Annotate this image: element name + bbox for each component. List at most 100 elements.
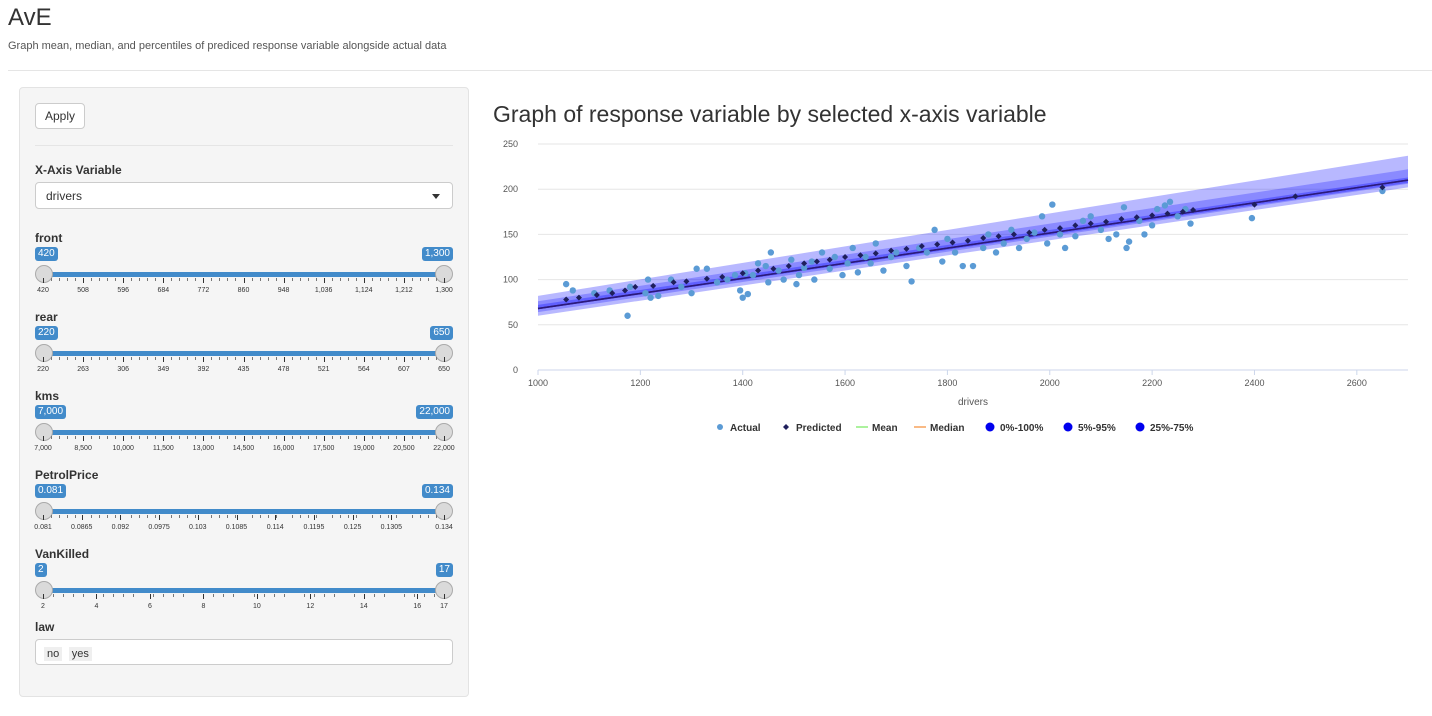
slider-handle-min[interactable] bbox=[35, 344, 53, 362]
minor-tick bbox=[387, 436, 389, 439]
legend-item-mean[interactable]: Mean bbox=[872, 423, 898, 434]
slider-petrolprice[interactable]: 0.081 0.134 0.081 0.0865 0.092 0.0975 0.103 0.1… bbox=[34, 480, 455, 540]
slider-max-value: 650 bbox=[430, 326, 453, 340]
major-tick bbox=[120, 515, 122, 520]
caret-down-icon[interactable] bbox=[432, 194, 440, 199]
actual-point bbox=[739, 294, 746, 301]
actual-point bbox=[1038, 213, 1046, 220]
legend-item-actual[interactable]: Actual bbox=[730, 423, 761, 434]
slider-handle-min[interactable] bbox=[35, 581, 53, 599]
actual-point bbox=[1125, 238, 1133, 245]
slider-track[interactable] bbox=[43, 509, 444, 514]
slider-tick-label: 8 bbox=[201, 603, 206, 610]
slider-tick-label: 14 bbox=[359, 603, 368, 610]
major-tick bbox=[444, 278, 445, 283]
major-tick bbox=[203, 278, 205, 283]
minor-tick bbox=[299, 436, 301, 439]
slider-tick-label: 10,000 bbox=[112, 445, 134, 452]
legend-marker-0-100- bbox=[985, 422, 995, 432]
minor-tick bbox=[213, 594, 215, 597]
minor-tick bbox=[395, 357, 397, 360]
slider-track[interactable] bbox=[43, 272, 444, 277]
slider-rear[interactable]: 220 650 220 263 306 349 392 435 478 521 564 607 650 bbox=[35, 322, 455, 382]
actual-point bbox=[849, 244, 856, 252]
slider-vankilled[interactable]: 2 17 2 4 6 8 10 12 14 16 17 bbox=[35, 559, 455, 619]
minor-tick bbox=[179, 357, 181, 360]
slider-handle-min[interactable] bbox=[35, 265, 53, 283]
slider-tick-label: 0.103 bbox=[189, 524, 207, 531]
minor-tick bbox=[155, 278, 157, 281]
actual-point bbox=[808, 258, 815, 265]
minor-tick bbox=[183, 594, 185, 597]
minor-tick bbox=[99, 357, 101, 360]
slider-tick-label: 392 bbox=[197, 366, 210, 373]
actual-point bbox=[624, 312, 631, 319]
law-multiselect[interactable]: no yes bbox=[35, 639, 453, 665]
actual-point bbox=[562, 280, 570, 288]
legend-item-0-100-[interactable]: 0%-100% bbox=[1000, 423, 1043, 434]
major-tick bbox=[363, 594, 365, 599]
minor-tick bbox=[219, 515, 221, 518]
legend-item-predicted[interactable]: Predicted bbox=[796, 423, 842, 434]
app-subtitle: Graph mean, median, and percentiles of p… bbox=[8, 40, 447, 52]
law-chip-yes[interactable]: yes bbox=[68, 647, 92, 661]
actual-point bbox=[839, 271, 846, 279]
legend-item-25-75-[interactable]: 25%-75% bbox=[1150, 423, 1193, 434]
predicted-point bbox=[964, 237, 971, 244]
minor-tick bbox=[223, 594, 225, 597]
slider-ticks: 2 4 6 8 10 12 14 16 17 bbox=[41, 594, 448, 614]
actual-point bbox=[647, 294, 654, 301]
legend-marker-predicted bbox=[783, 424, 789, 430]
slider-front[interactable]: 420 1,300 420 508 596 684 772 860 948 1,036 1,124 1… bbox=[35, 243, 455, 303]
slider-track[interactable] bbox=[43, 588, 444, 593]
legend-item-median[interactable]: Median bbox=[930, 423, 964, 434]
major-tick bbox=[313, 515, 315, 520]
law-chip-no[interactable]: no bbox=[44, 647, 63, 661]
actual-point bbox=[980, 244, 987, 252]
major-tick bbox=[43, 278, 44, 283]
minor-tick bbox=[283, 594, 285, 597]
major-tick bbox=[283, 357, 285, 362]
minor-tick bbox=[73, 594, 75, 597]
xaxis-variable-select[interactable]: drivers bbox=[35, 182, 453, 209]
minor-tick bbox=[99, 515, 101, 518]
slider-track[interactable] bbox=[43, 351, 444, 356]
predicted-point bbox=[739, 270, 746, 277]
slider-kms[interactable]: 7,000 22,000 7,000 8,500 10,000 11,500 13,000 1… bbox=[34, 401, 455, 461]
slider-max-value: 1,300 bbox=[421, 247, 453, 261]
slider-tick-label: 0.0975 bbox=[148, 524, 170, 531]
legend-item-5-95-[interactable]: 5%-95% bbox=[1078, 423, 1116, 434]
predicted-point bbox=[670, 279, 677, 286]
major-tick bbox=[403, 278, 405, 283]
minor-tick bbox=[299, 357, 301, 360]
predicted-point bbox=[683, 278, 690, 285]
major-tick bbox=[123, 436, 125, 441]
slider-track[interactable] bbox=[43, 430, 444, 435]
slider-handle-min[interactable] bbox=[35, 502, 53, 520]
major-tick bbox=[283, 436, 285, 441]
minor-tick bbox=[307, 278, 309, 281]
minor-tick bbox=[263, 594, 265, 597]
predicted-point bbox=[1379, 184, 1386, 191]
predicted-point bbox=[770, 265, 777, 272]
minor-tick bbox=[331, 357, 333, 360]
apply-button[interactable]: Apply bbox=[35, 103, 85, 129]
slider-tick-label: 1,036 bbox=[314, 287, 333, 294]
slider-tick-label: 1,124 bbox=[355, 287, 373, 294]
slider-min-value: 2 bbox=[35, 563, 47, 577]
slider-tick-label: 564 bbox=[357, 366, 370, 373]
slider-tick-label: 19,000 bbox=[353, 445, 375, 452]
minor-tick bbox=[107, 357, 109, 360]
slider-tick-label: 684 bbox=[157, 287, 170, 294]
predicted-point bbox=[1026, 229, 1033, 236]
minor-tick bbox=[267, 278, 269, 281]
actual-point bbox=[854, 269, 862, 276]
slider-handle-min[interactable] bbox=[35, 423, 53, 441]
minor-tick bbox=[273, 594, 275, 597]
minor-tick bbox=[299, 515, 301, 518]
sidebar-panel: Apply X-Axis Variable drivers front 420 1,… bbox=[19, 87, 469, 697]
predicted-point bbox=[980, 235, 987, 242]
minor-tick bbox=[211, 436, 213, 439]
major-tick bbox=[363, 357, 365, 362]
minor-tick bbox=[353, 594, 355, 597]
